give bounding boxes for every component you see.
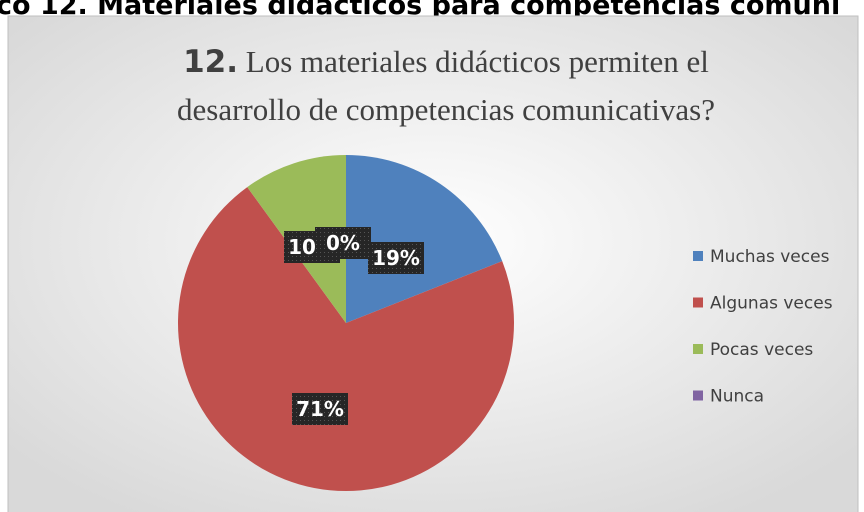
legend-swatch <box>693 344 703 354</box>
data-label-text: 71% <box>296 397 344 421</box>
legend-swatch <box>693 390 703 401</box>
legend-label: Muchas veces <box>710 247 830 267</box>
data-label-box <box>292 393 348 425</box>
pie-slice <box>346 155 503 323</box>
title-line <box>238 44 246 79</box>
data-label-box <box>368 242 424 274</box>
data-label-text: 0% <box>326 231 360 255</box>
title-number: 12. <box>183 44 238 80</box>
data-label: 0% <box>315 227 371 259</box>
data-label: 71% <box>292 393 348 425</box>
data-label-text: 19% <box>372 246 420 270</box>
legend-label: Pocas veces <box>710 340 813 360</box>
title-line: Los materiales didácticos permiten el <box>246 44 709 79</box>
legend-swatch <box>693 251 703 261</box>
data-label: 19% <box>368 242 424 274</box>
legend-swatch <box>693 297 703 308</box>
chart-title: 12. Los materiales didácticos permiten e… <box>183 44 709 80</box>
legend-label: Algunas veces <box>710 294 833 314</box>
legend-label: Nunca <box>710 387 764 407</box>
data-label-box <box>315 227 371 259</box>
pie-slice <box>178 187 515 491</box>
title-line: desarrollo de competencias comunicativas… <box>177 92 715 127</box>
